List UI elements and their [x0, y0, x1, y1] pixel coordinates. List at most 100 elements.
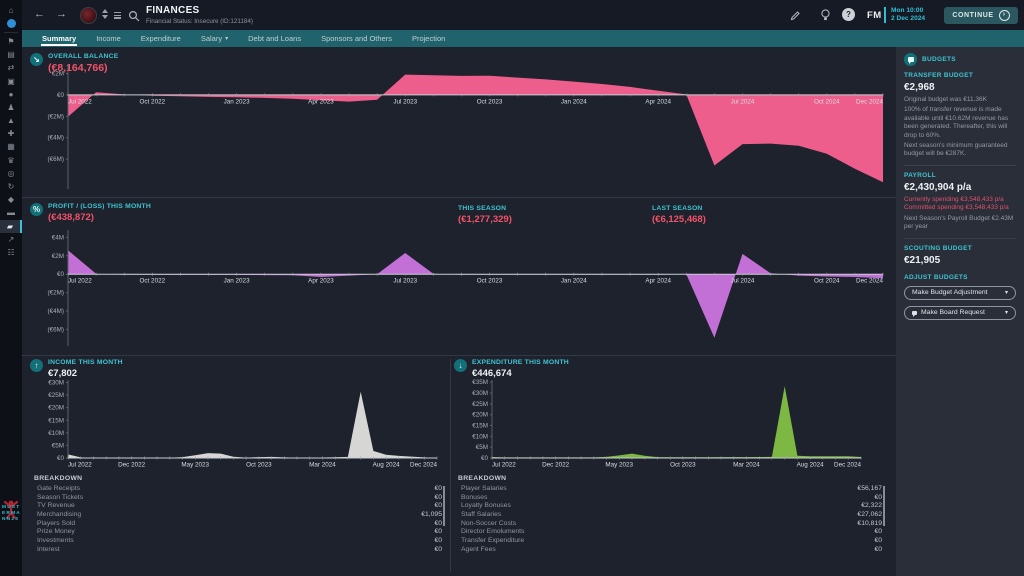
budgets-header: BUDGETS	[904, 53, 1016, 66]
svg-text:Jul 2023: Jul 2023	[393, 278, 417, 285]
search-icon[interactable]	[128, 9, 140, 27]
breakdown-row: Season Tickets €0	[34, 493, 442, 502]
page-subtitle: Financial Status: Insecure (ID:121184)	[146, 18, 253, 25]
arrow-up-icon: ↑	[30, 359, 43, 372]
breakdown-item-label: Agent Fees	[461, 545, 496, 553]
breakdown-row: Loyalty Bonuses €2,322	[458, 501, 882, 510]
sidebar-item-schedule[interactable]: ▦	[0, 141, 22, 154]
sidebar-item-club-badge[interactable]: ⚑	[0, 35, 22, 48]
svg-text:Oct 2022: Oct 2022	[140, 278, 166, 285]
sidebar-item-inbox[interactable]	[0, 17, 22, 30]
celebrating-figure-icon	[3, 500, 19, 519]
continue-button[interactable]: CONTINUE ›	[944, 7, 1018, 24]
svg-text:Oct 2023: Oct 2023	[477, 98, 503, 105]
income-header: ↑ INCOME THIS MONTH €7,802	[30, 359, 123, 379]
sidebar-item-squad[interactable]: ▤	[0, 49, 22, 62]
svg-text:Dec 2022: Dec 2022	[118, 462, 145, 469]
svg-text:Apr 2024: Apr 2024	[645, 278, 671, 285]
tab-salary[interactable]: Salary ▾	[200, 34, 229, 43]
panel-divider	[904, 237, 1016, 239]
club-badge-icon: ⚑	[7, 36, 15, 46]
help-icon[interactable]: ?	[842, 8, 855, 21]
svg-text:€25M: €25M	[48, 392, 64, 399]
svg-text:Jul 2024: Jul 2024	[731, 278, 755, 285]
make-budget-adjustment-dropdown[interactable]: Make Budget Adjustment ▾	[904, 285, 1016, 300]
scouting-budget-value: €21,905	[904, 254, 941, 266]
income-chart: €30M €25M €20M €15M €10M €5M €0 Jul 2022 Dec 202…	[38, 377, 442, 469]
column-divider	[450, 359, 451, 572]
fm-logo[interactable]: FM	[867, 10, 882, 21]
lightbulb-icon[interactable]	[819, 8, 832, 27]
continue-label: CONTINUE	[952, 12, 994, 19]
svg-text:€15M: €15M	[48, 417, 64, 424]
breakdown-item-value: €56,167	[857, 484, 882, 492]
continue-arrow-icon: ›	[998, 10, 1010, 21]
svg-text:May 2023: May 2023	[605, 462, 633, 469]
club-badge-icon[interactable]	[80, 7, 97, 24]
sidebar-item-transfers[interactable]: ⇄	[0, 62, 22, 75]
sidebar-item-medical-centre[interactable]: ✚	[0, 128, 22, 141]
svg-text:Jan 2024: Jan 2024	[561, 278, 587, 285]
svg-text:€2M: €2M	[52, 71, 64, 78]
breakdown-item-label: Gate Receipts	[37, 484, 81, 492]
section-divider	[22, 197, 896, 198]
svg-text:€0: €0	[57, 92, 65, 99]
svg-text:Dec 2024: Dec 2024	[834, 462, 861, 469]
svg-text:Mar 2024: Mar 2024	[733, 462, 760, 469]
nav-collapse-icon[interactable]	[102, 9, 108, 19]
sidebar-item-tactics[interactable]: ●	[0, 88, 22, 101]
world-icon: ↻	[7, 182, 15, 192]
breakdown-item-label: Interest	[37, 545, 60, 553]
income-breakdown: BREAKDOWN Gate Receipts €0 Season Tickets €…	[34, 475, 445, 554]
inbox-icon	[6, 19, 16, 29]
breakdown-item-label: Players Sold	[37, 519, 76, 527]
scrollbar[interactable]	[443, 486, 445, 526]
tab-summary[interactable]: Summary	[32, 30, 86, 47]
menu-icon[interactable]	[114, 12, 121, 19]
sidebar-item-world[interactable]: ↻	[0, 180, 22, 193]
edit-icon[interactable]	[789, 9, 801, 27]
sidebar-item-scouting[interactable]: ◎	[0, 167, 22, 180]
forward-button[interactable]: →	[56, 8, 67, 20]
breakdown-item-label: Season Tickets	[37, 493, 84, 501]
breakdown-item-label: Loyalty Bonuses	[461, 502, 511, 510]
chevron-down-icon: ▾	[1004, 310, 1008, 317]
breakdown-row: Player Salaries €56,167	[458, 484, 882, 493]
this-season-value: (€1,277,329)	[458, 214, 512, 225]
sidebar-item-analysis[interactable]: ☷	[0, 246, 22, 259]
overall-balance-header: ↘ OVERALL BALANCE (€8,164,766)	[30, 53, 118, 74]
last-season-label: LAST SEASON	[652, 205, 703, 212]
svg-text:Jan 2023: Jan 2023	[224, 98, 250, 105]
sidebar-item-training[interactable]: ▲	[0, 115, 22, 128]
sidebar-item-finances[interactable]: ▰	[0, 220, 22, 234]
expenditure-header: ↓ EXPENDITURE THIS MONTH €446,674	[454, 359, 569, 379]
tab-expenditure[interactable]: Expenditure	[140, 34, 181, 43]
breakdown-item-value: €0	[434, 519, 442, 527]
sidebar-item-staff[interactable]: ♟	[0, 101, 22, 114]
make-board-request-dropdown[interactable]: Make Board Request ▾	[904, 305, 1016, 320]
sidebar-item-dev-centre[interactable]: ▣	[0, 75, 22, 88]
finances-summary-content: ↘ OVERALL BALANCE (€8,164,766) €2M €0 (€2M…	[22, 47, 896, 576]
svg-text:€5M: €5M	[52, 442, 64, 449]
tab-sponsors-and-others[interactable]: Sponsors and Others	[321, 34, 392, 43]
payroll-warning: Currently spending €3,548,433 p/a	[904, 195, 1004, 203]
svg-text:Oct 2024: Oct 2024	[814, 98, 840, 105]
game-time: Mon 10:00	[891, 7, 924, 14]
svg-text:Oct 2024: Oct 2024	[814, 278, 840, 285]
scrollbar[interactable]	[883, 486, 885, 526]
sidebar-item-competitions[interactable]: ♛	[0, 154, 22, 167]
income-breakdown-title: BREAKDOWN	[34, 475, 83, 482]
expenditure-label: EXPENDITURE THIS MONTH	[472, 359, 569, 366]
sidebar-item-data-hub[interactable]: ↗	[0, 233, 22, 246]
sidebar-item-club-info[interactable]: ▬	[0, 207, 22, 220]
tab-debt-and-loans[interactable]: Debt and Loans	[248, 34, 302, 43]
tab-income[interactable]: Income	[96, 34, 121, 43]
breakdown-row: Non-Soccer Costs €10,819	[458, 519, 882, 528]
sidebar-item-club-vision[interactable]: ◆	[0, 194, 22, 207]
back-button[interactable]: ←	[34, 8, 45, 20]
make-budget-adjustment-label: Make Budget Adjustment	[912, 289, 988, 297]
sidebar-item-home[interactable]: ⌂	[0, 4, 22, 17]
tab-projection[interactable]: Projection	[411, 34, 446, 43]
svg-text:Dec 2024: Dec 2024	[410, 462, 437, 469]
breakdown-row: Interest €0	[34, 545, 442, 554]
